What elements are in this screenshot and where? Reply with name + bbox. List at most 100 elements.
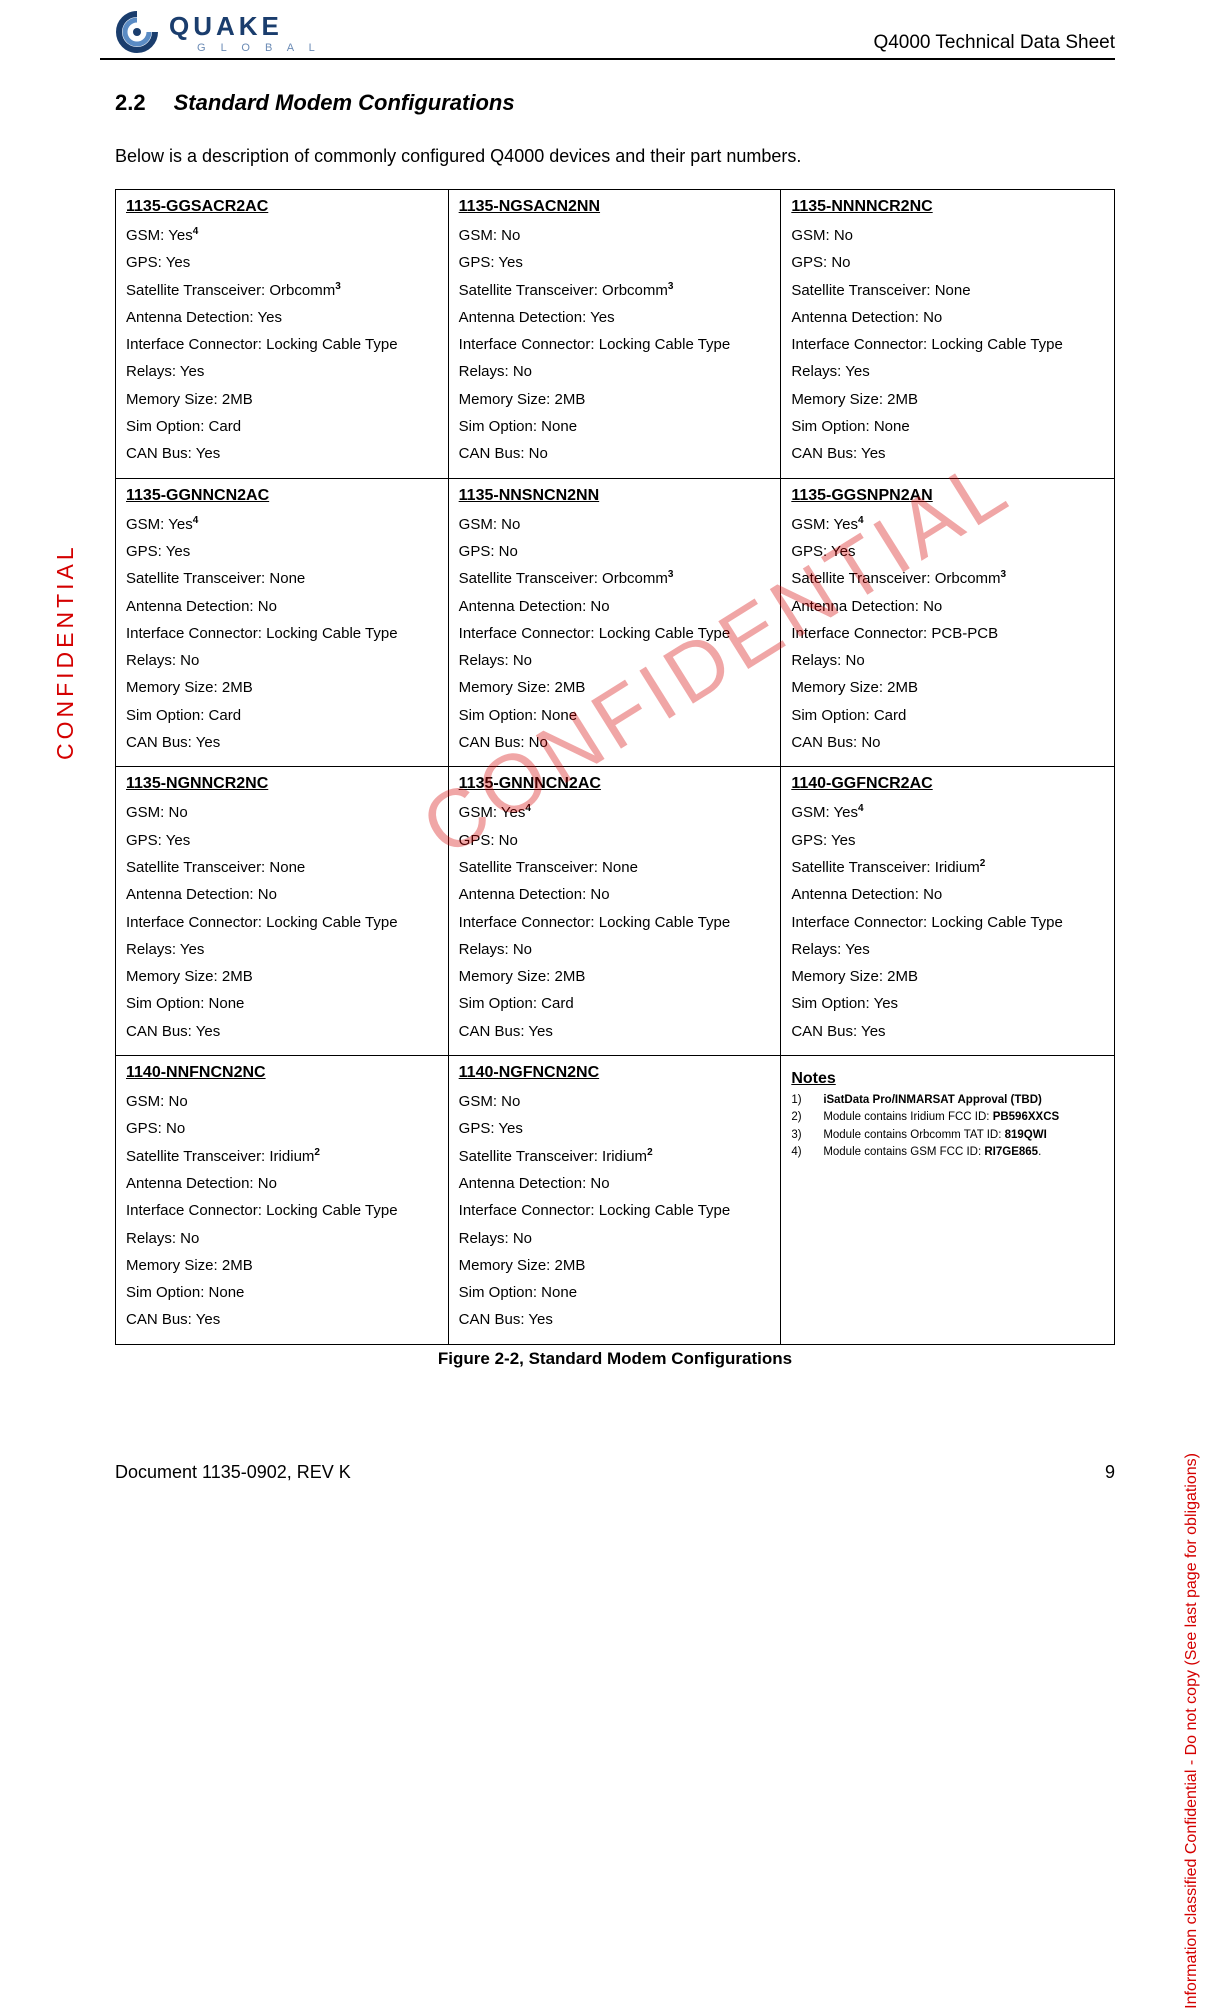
spec-mem: Memory Size: 2MB bbox=[459, 1252, 771, 1279]
spec-relays: Relays: No bbox=[459, 936, 771, 963]
spec-iface: Interface Connector: PCB-PCB bbox=[791, 620, 1104, 647]
spec-sim: Sim Option: Yes bbox=[791, 990, 1104, 1017]
spec-mem: Memory Size: 2MB bbox=[791, 963, 1104, 990]
spec-sim: Sim Option: None bbox=[126, 1279, 438, 1306]
spec-ant: Antenna Detection: Yes bbox=[459, 304, 771, 331]
spec-iface: Interface Connector: Locking Cable Type bbox=[459, 331, 771, 358]
config-cell: 1135-GGNNCN2ACGSM: Yes4GPS: YesSatellite… bbox=[116, 479, 449, 768]
spec-mem: Memory Size: 2MB bbox=[459, 386, 771, 413]
spec-sat: Satellite Transceiver: None bbox=[791, 277, 1104, 304]
spec-gsm: GSM: No bbox=[126, 799, 438, 826]
spec-gsm: GSM: No bbox=[126, 1088, 438, 1115]
spec-sat: Satellite Transceiver: None bbox=[126, 565, 438, 592]
footer: Document 1135-0902, REV K 9 bbox=[115, 1462, 1115, 1483]
notes-cell: Notes 1)iSatData Pro/INMARSAT Approval (T… bbox=[781, 1056, 1114, 1344]
part-number: 1135-NNSNCN2NN bbox=[459, 487, 771, 505]
part-number: 1135-GNNNCN2AC bbox=[459, 775, 771, 793]
section-number: 2.2 bbox=[115, 90, 146, 115]
logo-text: QUAKE G L O B A L bbox=[169, 11, 321, 54]
notes-title: Notes bbox=[791, 1070, 1104, 1088]
spec-ant: Antenna Detection: No bbox=[459, 881, 771, 908]
note-line: 3)Module contains Orbcomm TAT ID: 819QWI bbox=[791, 1127, 1104, 1144]
part-number: 1140-NNFNCN2NC bbox=[126, 1064, 438, 1082]
spec-sat: Satellite Transceiver: Iridium2 bbox=[459, 1143, 771, 1170]
spec-can: CAN Bus: Yes bbox=[459, 1306, 771, 1333]
spec-ant: Antenna Detection: No bbox=[791, 881, 1104, 908]
config-cell: 1135-NNSNCN2NNGSM: NoGPS: NoSatellite Tr… bbox=[449, 479, 782, 768]
spec-ant: Antenna Detection: No bbox=[126, 593, 438, 620]
doc-title: Q4000 Technical Data Sheet bbox=[873, 32, 1115, 54]
spec-iface: Interface Connector: Locking Cable Type bbox=[126, 909, 438, 936]
part-number: 1140-NGFNCN2NC bbox=[459, 1064, 771, 1082]
section-title: Standard Modem Configurations bbox=[174, 90, 515, 115]
spec-iface: Interface Connector: Locking Cable Type bbox=[126, 1197, 438, 1224]
spec-mem: Memory Size: 2MB bbox=[126, 674, 438, 701]
part-number: 1135-NNNNCR2NC bbox=[791, 198, 1104, 216]
config-cell: 1135-NGSACN2NNGSM: NoGPS: YesSatellite T… bbox=[449, 190, 782, 479]
spec-relays: Relays: No bbox=[459, 358, 771, 385]
part-number: 1135-GGSNPN2AN bbox=[791, 487, 1104, 505]
spec-can: CAN Bus: No bbox=[791, 729, 1104, 756]
spec-relays: Relays: Yes bbox=[791, 936, 1104, 963]
spec-gsm: GSM: No bbox=[791, 222, 1104, 249]
spec-gsm: GSM: Yes4 bbox=[791, 799, 1104, 826]
spec-relays: Relays: No bbox=[791, 647, 1104, 674]
spec-sim: Sim Option: None bbox=[459, 413, 771, 440]
spec-can: CAN Bus: Yes bbox=[126, 729, 438, 756]
spec-mem: Memory Size: 2MB bbox=[126, 963, 438, 990]
spec-iface: Interface Connector: Locking Cable Type bbox=[459, 909, 771, 936]
page: QUAKE G L O B A L Q4000 Technical Data S… bbox=[115, 0, 1115, 1513]
spec-ant: Antenna Detection: No bbox=[459, 593, 771, 620]
spec-gsm: GSM: No bbox=[459, 511, 771, 538]
logo: QUAKE G L O B A L bbox=[115, 10, 321, 54]
section-heading: 2.2 Standard Modem Configurations bbox=[115, 90, 1115, 116]
footer-left: Document 1135-0902, REV K bbox=[115, 1462, 351, 1483]
spec-can: CAN Bus: Yes bbox=[791, 440, 1104, 467]
spec-mem: Memory Size: 2MB bbox=[459, 674, 771, 701]
spec-can: CAN Bus: Yes bbox=[126, 1018, 438, 1045]
spec-gps: GPS: Yes bbox=[126, 827, 438, 854]
spec-sim: Sim Option: None bbox=[459, 1279, 771, 1306]
config-cell: 1135-NNNNCR2NC GSM: NoGPS: NoSatellite Tr… bbox=[781, 190, 1114, 479]
spec-iface: Interface Connector: Locking Cable Type bbox=[459, 1197, 771, 1224]
spec-ant: Antenna Detection: Yes bbox=[126, 304, 438, 331]
part-number: 1135-NGSACN2NN bbox=[459, 198, 771, 216]
note-line: 1)iSatData Pro/INMARSAT Approval (TBD) bbox=[791, 1092, 1104, 1109]
logo-sub: G L O B A L bbox=[197, 42, 321, 54]
spec-sat: Satellite Transceiver: Orbcomm3 bbox=[459, 565, 771, 592]
spec-relays: Relays: No bbox=[459, 1225, 771, 1252]
spec-gsm: GSM: No bbox=[459, 222, 771, 249]
spec-ant: Antenna Detection: No bbox=[791, 304, 1104, 331]
spec-iface: Interface Connector: Locking Cable Type bbox=[126, 331, 438, 358]
spec-sim: Sim Option: Card bbox=[459, 990, 771, 1017]
spec-sat: Satellite Transceiver: Iridium2 bbox=[791, 854, 1104, 881]
confidential-obligation-label: Information classified Confidential - Do… bbox=[1183, 1453, 1201, 2009]
header: QUAKE G L O B A L Q4000 Technical Data S… bbox=[100, 10, 1115, 60]
spec-iface: Interface Connector: Locking Cable Type bbox=[126, 620, 438, 647]
spec-gps: GPS: No bbox=[791, 249, 1104, 276]
spec-gps: GPS: No bbox=[126, 1115, 438, 1142]
config-table: 1135-GGSACR2ACGSM: Yes4GPS: YesSatellite… bbox=[115, 189, 1115, 1345]
config-cell: 1135-GGSNPN2ANGSM: Yes4GPS: YesSatellite… bbox=[781, 479, 1114, 768]
config-cell: 1135-GNNNCN2ACGSM: Yes4GPS: NoSatellite … bbox=[449, 767, 782, 1056]
spec-mem: Memory Size: 2MB bbox=[126, 386, 438, 413]
logo-icon bbox=[115, 10, 159, 54]
spec-iface: Interface Connector: Locking Cable Type bbox=[791, 331, 1104, 358]
part-number: 1140-GGFNCR2AC bbox=[791, 775, 1104, 793]
spec-ant: Antenna Detection: No bbox=[126, 881, 438, 908]
spec-sim: Sim Option: Card bbox=[126, 413, 438, 440]
spec-can: CAN Bus: No bbox=[459, 440, 771, 467]
footer-right: 9 bbox=[1105, 1462, 1115, 1483]
spec-ant: Antenna Detection: No bbox=[791, 593, 1104, 620]
spec-gsm: GSM: Yes4 bbox=[459, 799, 771, 826]
spec-gps: GPS: Yes bbox=[126, 249, 438, 276]
spec-gsm: GSM: Yes4 bbox=[126, 222, 438, 249]
spec-iface: Interface Connector: Locking Cable Type bbox=[459, 620, 771, 647]
spec-gsm: GSM: Yes4 bbox=[791, 511, 1104, 538]
confidential-side-label: CONFIDENTIAL bbox=[52, 543, 79, 760]
spec-gps: GPS: Yes bbox=[791, 538, 1104, 565]
spec-relays: Relays: No bbox=[126, 647, 438, 674]
spec-mem: Memory Size: 2MB bbox=[126, 1252, 438, 1279]
spec-gsm: GSM: No bbox=[459, 1088, 771, 1115]
spec-sim: Sim Option: Card bbox=[791, 702, 1104, 729]
